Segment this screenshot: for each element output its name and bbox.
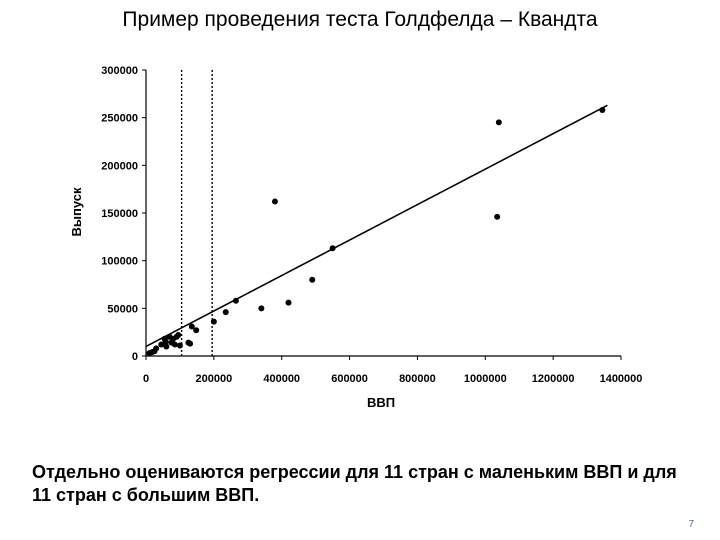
divider-lines [180, 70, 213, 356]
data-point [222, 309, 229, 316]
x-tick-label: 1400000 [600, 373, 643, 385]
data-point [162, 338, 169, 345]
scatter-chart: 0 200000 400000 600000 800000 1000000 1200000 1… [69, 65, 642, 410]
y-tick-label: 150000 [101, 208, 138, 220]
data-point [232, 297, 239, 304]
data-point [258, 305, 265, 312]
slide-title: Пример проведения теста Голдфелда – Кван… [122, 8, 598, 31]
data-point [187, 340, 194, 347]
data-point [329, 245, 336, 252]
chart-axes [142, 69, 622, 360]
x-tick-label: 800000 [399, 373, 436, 385]
data-point [153, 345, 160, 352]
y-tick-label: 0 [132, 351, 138, 363]
data-point [494, 213, 501, 220]
x-tick-label: 1200000 [532, 373, 575, 385]
y-tick-label: 300000 [101, 65, 138, 77]
x-axis-label: ВВП [367, 395, 395, 410]
data-point [188, 323, 195, 330]
data-point [176, 342, 183, 349]
data-point [171, 341, 178, 348]
data-point [599, 107, 606, 114]
x-tick-label: 1000000 [464, 373, 507, 385]
data-point [495, 119, 502, 126]
regression-line [145, 104, 608, 348]
y-tick-label: 200000 [101, 160, 138, 172]
x-tick-label: 0 [143, 373, 149, 385]
data-point [163, 343, 170, 350]
data-point [193, 327, 200, 334]
data-point [309, 276, 316, 283]
data-point [158, 341, 165, 348]
data-point [285, 299, 292, 306]
data-point [175, 332, 182, 339]
x-tick-label: 400000 [263, 373, 300, 385]
x-tick-label: 600000 [331, 373, 368, 385]
regression-line-group [145, 104, 608, 348]
data-point [210, 318, 217, 325]
data-points [146, 107, 606, 357]
tick-labels: 0 200000 400000 600000 800000 1000000 1200000 1… [101, 65, 642, 385]
page-number: 7 [688, 519, 694, 530]
y-tick-label: 250000 [101, 113, 138, 125]
y-tick-label: 50000 [107, 303, 138, 315]
slide-caption: Отдельно оцениваются регрессии для 11 ст… [32, 462, 677, 505]
x-tick-label: 200000 [195, 373, 232, 385]
data-point [271, 198, 278, 205]
y-tick-label: 100000 [101, 256, 138, 268]
y-axis-label: Выпуск [69, 187, 84, 236]
